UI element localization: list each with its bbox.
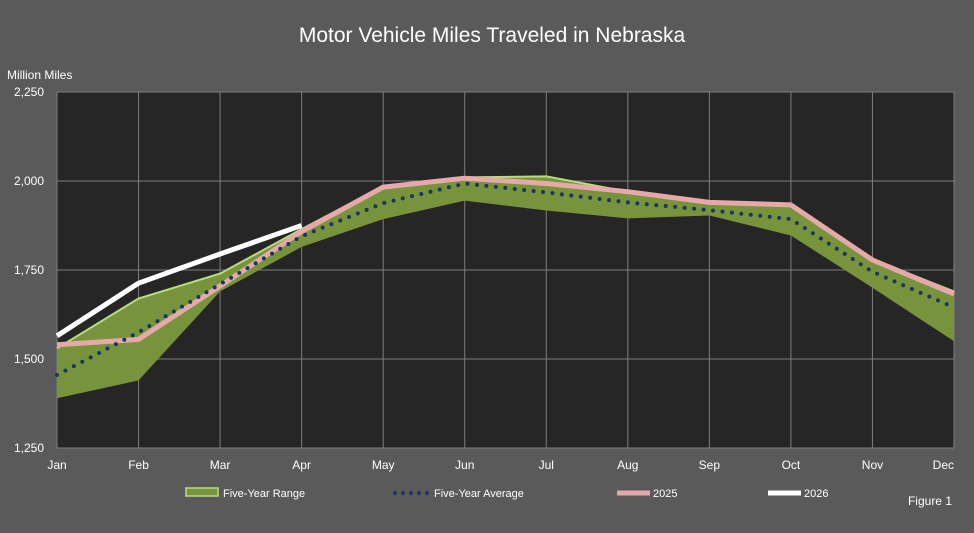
legend-item-2026: 2026 <box>768 488 828 500</box>
y-tick-label-1: 1,500 <box>14 352 44 366</box>
figure-label: Figure 1 <box>908 494 952 508</box>
y-tick-label-2: 1,750 <box>14 263 44 277</box>
gridlines <box>56 91 955 449</box>
y-tick-label-3: 2,000 <box>14 174 44 188</box>
legend-label-2025: 2025 <box>653 488 677 500</box>
x-tick-label-sep: Sep <box>699 458 721 472</box>
y-tick-labels: 1,250 1,500 1,750 2,000 2,250 <box>14 85 44 455</box>
y-tick-label-4: 2,250 <box>14 85 44 99</box>
five-year-average-line <box>55 181 956 377</box>
legend-item-range: Five-Year Range <box>185 487 305 500</box>
legend-label-range: Five-Year Range <box>223 488 305 500</box>
legend-item-average: Five-Year Average <box>393 488 524 500</box>
legend: Five-Year Range Five-Year Average 2025 2026 <box>185 487 828 500</box>
legend-label-2026: 2026 <box>804 488 828 500</box>
x-tick-labels: Jan Feb Mar Apr May Jun Jul Aug Sep Oct Nov Dec <box>47 458 954 472</box>
line-2025 <box>56 175 955 348</box>
x-tick-label-jan: Jan <box>47 458 66 472</box>
chart-title: Motor Vehicle Miles Traveled in Nebraska <box>299 24 686 47</box>
series-lines <box>55 175 956 377</box>
y-axis-label: Million Miles <box>7 68 72 82</box>
line-2026 <box>55 223 303 338</box>
x-tick-label-may: May <box>372 458 395 472</box>
x-tick-label-dec: Dec <box>933 458 954 472</box>
legend-label-average: Five-Year Average <box>434 488 524 500</box>
x-tick-label-nov: Nov <box>862 458 883 472</box>
x-tick-label-feb: Feb <box>128 458 149 472</box>
legend-swatch-range <box>185 487 219 497</box>
legend-item-2025: 2025 <box>617 488 677 500</box>
x-tick-label-apr: Apr <box>292 458 311 472</box>
y-tick-label-0: 1,250 <box>14 441 44 455</box>
x-tick-label-jul: Jul <box>539 458 554 472</box>
x-tick-label-jun: Jun <box>455 458 474 472</box>
x-tick-label-oct: Oct <box>782 458 801 472</box>
x-tick-label-mar: Mar <box>210 458 231 472</box>
x-tick-label-aug: Aug <box>617 458 638 472</box>
